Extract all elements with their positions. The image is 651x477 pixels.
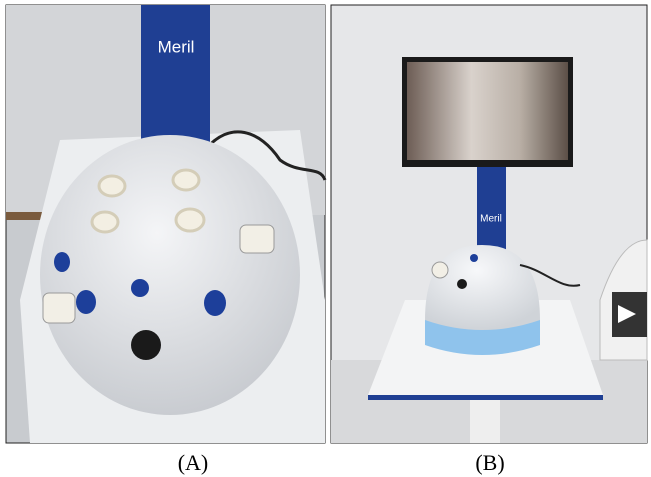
- camera-port: [432, 262, 448, 278]
- black-port: [457, 279, 467, 289]
- panel-a: Meril: [6, 5, 325, 443]
- monitor-screen: [407, 62, 568, 160]
- panel-caption: (B): [475, 450, 504, 475]
- blue-port: [470, 254, 478, 262]
- panel-b: Meril: [331, 5, 647, 443]
- brand-label: Meril: [158, 37, 195, 56]
- figure: Meril Meril (A) (B): [0, 0, 651, 477]
- camera-port: [43, 293, 75, 323]
- table-leg: [470, 400, 500, 443]
- table-edge: [368, 395, 603, 400]
- stand: [141, 5, 210, 145]
- dome: [40, 135, 300, 415]
- brand-label: Meril: [480, 214, 502, 225]
- black-port: [131, 330, 161, 360]
- panel-caption: (A): [178, 450, 209, 475]
- camera-port: [240, 225, 274, 253]
